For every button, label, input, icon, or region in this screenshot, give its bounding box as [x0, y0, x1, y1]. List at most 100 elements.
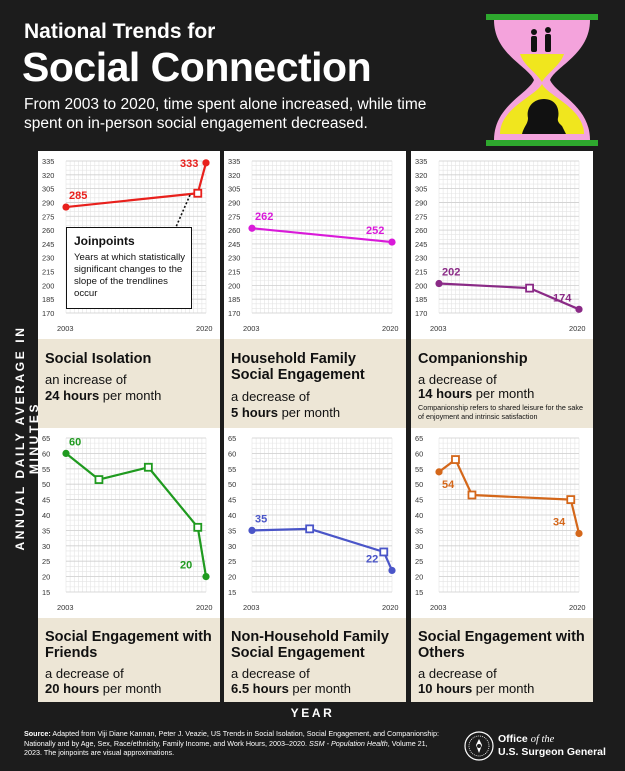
chart-title: Social Isolation — [45, 351, 152, 367]
y-tick-label: 245 — [42, 240, 54, 249]
endpoint-marker — [62, 449, 70, 457]
y-tick-label: 55 — [228, 465, 236, 474]
chart-desc-amount: 14 hours per month — [418, 386, 593, 402]
source-label: Source: — [24, 729, 51, 738]
series-line — [251, 527, 394, 571]
data-label-start: 202 — [442, 267, 460, 279]
y-tick-label: 55 — [42, 465, 50, 474]
chart-title: Companionship — [418, 351, 528, 367]
chart-desc-pre: a decrease of — [418, 372, 497, 387]
header-title-small: National Trends for — [24, 20, 216, 43]
y-tick-label: 305 — [415, 185, 427, 194]
joinpoint-marker — [525, 283, 534, 293]
chart-svg: 335 320 305 290 275 260 245 230 215 200 185 1702003… — [228, 157, 398, 333]
x-tick-label: 2003 — [430, 324, 446, 333]
y-tick-label: 320 — [415, 171, 427, 180]
x-axis-label: YEAR — [290, 706, 335, 720]
page-title: Social Connection — [22, 44, 372, 90]
chart-desc-bold: 14 hours — [418, 386, 473, 401]
joinpoint-marker — [143, 462, 153, 472]
y-tick-label: 40 — [228, 511, 236, 520]
y-tick-label: 50 — [415, 480, 423, 489]
y-tick-label: 260 — [415, 226, 427, 235]
y-tick-label: 260 — [228, 226, 240, 235]
y-tick-label: 65 — [228, 434, 236, 443]
endpoint-marker — [435, 468, 443, 476]
y-tick-label: 245 — [415, 240, 427, 249]
source-journal: SSM - Population Health — [309, 738, 388, 748]
endpoint-marker — [388, 566, 396, 575]
footer-source: Source: Adapted from Viji Diane Kannan, … — [24, 729, 444, 758]
endpoint-marker — [388, 238, 396, 246]
y-tick-label: 170 — [415, 309, 427, 318]
chart-desc-amount: 20 hours per month — [45, 681, 220, 697]
chart-desc-amount: 6.5 hours per month — [231, 681, 406, 697]
y-tick-label: 185 — [42, 295, 54, 304]
y-tick-label: 60 — [42, 449, 50, 458]
y-tick-label: 185 — [228, 295, 240, 304]
chart-svg: 65 60 55 50 45 40 35 30 25 20 15 2003 2020 60 20 — [42, 434, 212, 612]
y-tick-label: 65 — [42, 434, 50, 443]
source-journal-rest: , Volume 21, 2023. The joinpoints are vi… — [24, 738, 428, 758]
y-tick-label: 275 — [415, 212, 427, 221]
y-tick-label: 40 — [42, 511, 50, 520]
data-label-end: 252 — [366, 225, 384, 237]
y-tick-label: 30 — [415, 542, 423, 551]
endpoint-marker — [202, 159, 210, 167]
y-tick-label: 20 — [228, 573, 236, 582]
joinpoint-marker — [193, 522, 203, 532]
chart-note: Companionship refers to shared leisure f… — [418, 403, 584, 421]
data-label-start: 54 — [442, 479, 455, 491]
y-axis-label: ANNUAL DAILY AVERAGE IN MINUTES — [13, 325, 41, 551]
y-tick-label: 335 — [228, 157, 240, 166]
joinpoint-marker — [451, 455, 460, 464]
joinpoint-marker — [467, 490, 477, 500]
chart-desc-pre: a decrease of — [45, 666, 124, 681]
y-tick-label: 305 — [228, 185, 240, 194]
joinpoint-marker — [379, 547, 389, 557]
chart-desc-post: per month — [99, 681, 162, 696]
y-tick-label: 15 — [228, 588, 236, 597]
y-tick-label: 55 — [415, 465, 423, 474]
chart-desc-pre: a decrease of — [231, 666, 310, 681]
chart-desc-bold: 10 hours — [418, 681, 473, 696]
y-tick-label: 20 — [42, 573, 50, 582]
x-tick-label: 2020 — [382, 324, 398, 333]
y-tick-label: 65 — [415, 434, 423, 443]
y-tick-label: 215 — [228, 268, 240, 277]
x-tick-label: 2003 — [243, 603, 259, 612]
joinpoint-marker — [193, 188, 203, 198]
y-tick-label: 50 — [228, 480, 236, 489]
y-tick-label: 15 — [42, 588, 50, 597]
y-tick-label: 335 — [42, 157, 54, 166]
chart-svg: 335 320 305 290 275 260 245 230 215 200 185 1702003… — [415, 157, 585, 333]
y-tick-label: 20 — [415, 573, 423, 582]
chart-desc-amount: 10 hours per month — [418, 681, 593, 697]
y-tick-label: 60 — [228, 449, 236, 458]
y-tick-label: 305 — [42, 185, 54, 194]
y-tick-label: 50 — [42, 480, 50, 489]
chart-desc-post: per month — [277, 405, 341, 420]
data-label-start: 35 — [255, 513, 267, 525]
office-name: Office of the U.S. Surgeon General — [498, 733, 606, 758]
page-subtitle: From 2003 to 2020, time spent alone incr… — [24, 96, 427, 132]
y-tick-label: 320 — [228, 171, 240, 180]
source-text: Adapted from Viji Diane Kannan, Peter J.… — [24, 729, 439, 748]
chart-desc-post: per month — [472, 386, 535, 401]
surgeon-general-seal-icon — [464, 731, 494, 761]
x-tick-label: 2003 — [57, 324, 73, 333]
y-tick-label: 30 — [228, 542, 236, 551]
data-label-start: 60 — [69, 436, 81, 448]
y-tick-label: 185 — [415, 295, 427, 304]
y-tick-label: 275 — [42, 212, 54, 221]
joinpoint-marker — [94, 475, 104, 484]
y-tick-label: 25 — [228, 557, 236, 566]
y-tick-label: 200 — [42, 281, 54, 290]
chart-desc-amount: 5 hours per month — [231, 405, 406, 421]
y-tick-label: 245 — [228, 240, 240, 249]
y-tick-label: 35 — [42, 526, 50, 535]
y-tick-label: 60 — [415, 449, 423, 458]
y-tick-label: 260 — [42, 226, 54, 235]
endpoint-marker — [435, 279, 443, 288]
x-tick-label: 2003 — [57, 603, 73, 612]
